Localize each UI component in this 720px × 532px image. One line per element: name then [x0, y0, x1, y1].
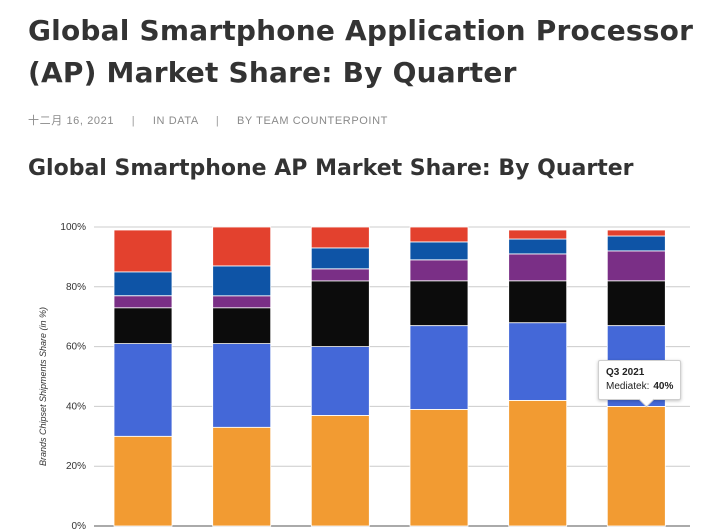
bar-segment[interactable] [310, 414, 370, 527]
bar-segment[interactable] [113, 229, 173, 273]
bar-segment[interactable] [409, 408, 469, 527]
bar-segment[interactable] [508, 238, 568, 255]
stacked-bar-chart: 0% 20% 40% 60% 80% 100% Brands Chipset Shipme… [38, 222, 690, 532]
bar-segment[interactable] [113, 295, 173, 309]
meta-separator: | [215, 115, 220, 127]
category-link[interactable]: IN DATA [152, 115, 199, 127]
bar-segment[interactable] [310, 247, 370, 270]
bar-segment[interactable] [409, 280, 469, 327]
bar-segment[interactable] [310, 268, 370, 282]
y-tick-label: 80% [66, 282, 86, 293]
bar-segment[interactable] [409, 226, 469, 243]
bar-segment[interactable] [212, 265, 272, 297]
y-tick-label: 60% [66, 342, 86, 353]
y-axis-ticks: 0% 20% 40% 60% 80% 100% [60, 222, 86, 532]
gridlines [94, 226, 690, 527]
bar-segment[interactable] [508, 322, 568, 401]
y-tick-label: 0% [72, 521, 87, 532]
bar-segment[interactable] [113, 343, 173, 437]
bar-segment[interactable] [606, 229, 666, 237]
bar-segment[interactable] [409, 259, 469, 282]
bar-segment[interactable] [409, 325, 469, 410]
bar-segment[interactable] [310, 346, 370, 416]
bar-segment[interactable] [212, 307, 272, 344]
bar-segment[interactable] [508, 280, 568, 324]
bar-segment[interactable] [606, 250, 666, 282]
bar-segment[interactable] [508, 253, 568, 282]
meta-separator: | [131, 115, 136, 127]
bar-segment[interactable] [508, 229, 568, 240]
bar-segment[interactable] [212, 295, 272, 309]
bar-segment[interactable] [310, 280, 370, 348]
page-title: Global Smartphone Application Processor … [28, 14, 694, 89]
chart-heading: Global Smartphone AP Market Share: By Qu… [28, 156, 634, 181]
bars [113, 226, 666, 527]
bar-segment[interactable] [113, 435, 173, 527]
bar-segment[interactable] [310, 226, 370, 249]
chart-tooltip: Q3 2021 Mediatek: 40% [598, 360, 682, 400]
bar-segment[interactable] [508, 399, 568, 527]
bar-segment[interactable] [212, 343, 272, 428]
y-axis-label: Brands Chipset Shipments Share (in %) [38, 307, 48, 466]
bar-segment[interactable] [113, 271, 173, 297]
author-link[interactable]: BY TEAM COUNTERPOINT [237, 115, 388, 127]
bar-segment[interactable] [409, 241, 469, 261]
bar-segment[interactable] [212, 226, 272, 267]
tooltip-title: Q3 2021 [606, 367, 645, 378]
bar-segment[interactable] [606, 280, 666, 327]
bar-segment[interactable] [606, 405, 666, 527]
bar-segment[interactable] [212, 426, 272, 527]
y-tick-label: 20% [66, 461, 86, 472]
post-meta: 十二月 16, 2021 | IN DATA | BY TEAM COUNTER… [28, 112, 388, 128]
bar-segment[interactable] [113, 307, 173, 344]
y-tick-label: 40% [66, 401, 86, 412]
post-date: 十二月 16, 2021 [28, 115, 115, 127]
tooltip-value: 40% [653, 381, 674, 392]
tooltip-series-label: Mediatek: [606, 381, 650, 392]
y-tick-label: 100% [60, 222, 86, 233]
bar-segment[interactable] [606, 235, 666, 252]
